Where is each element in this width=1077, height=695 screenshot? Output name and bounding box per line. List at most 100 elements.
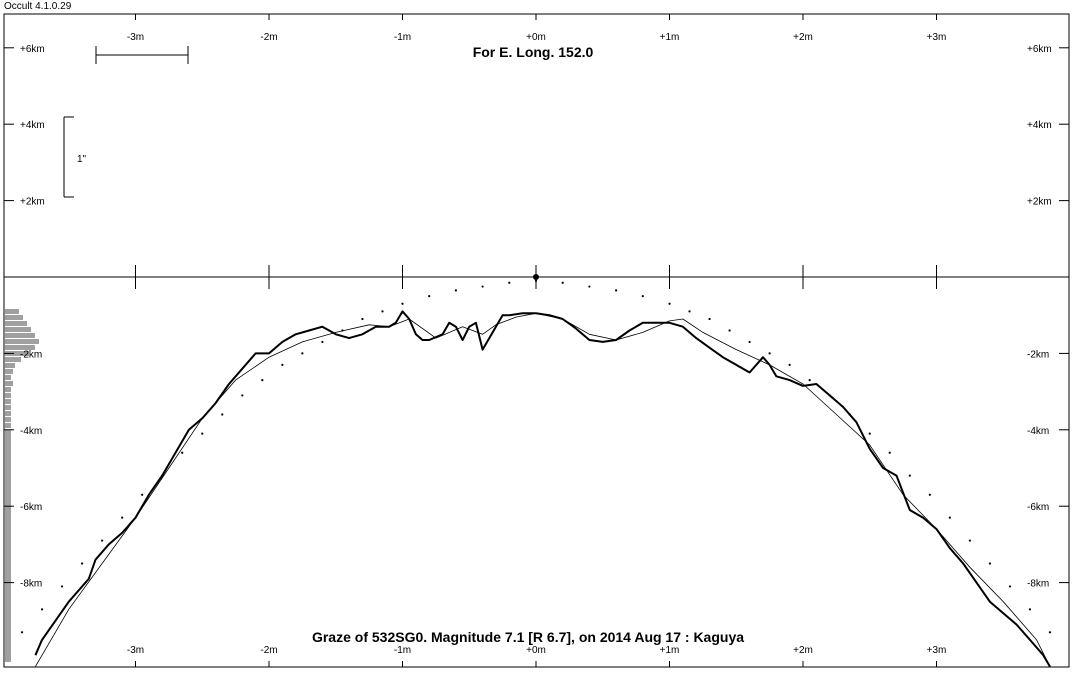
x-tick-label-bottom: +2m: [793, 645, 813, 656]
limb-dot: [221, 413, 224, 416]
x-tick-label-top: -1m: [394, 32, 411, 43]
limb-dot: [615, 289, 618, 292]
x-tick-label-top: +1m: [660, 32, 680, 43]
limb-dot: [20, 631, 24, 634]
limb-dot: [181, 451, 184, 454]
limb-dot: [534, 279, 538, 282]
limb-dot: [688, 310, 691, 313]
limb-dot: [161, 474, 164, 477]
limb-dot: [788, 363, 791, 366]
histogram-bar: [5, 381, 13, 386]
x-tick-label-bottom: -2m: [260, 645, 277, 656]
limb-dot: [341, 329, 344, 332]
limb-dot: [968, 539, 971, 542]
x-tick-label-top: -2m: [260, 32, 277, 43]
y-tick-label-right: -6km: [1027, 502, 1049, 513]
limb-dot: [728, 329, 731, 332]
plot-frame: [3, 13, 1070, 668]
histogram-bar: [5, 393, 11, 398]
limb-dot: [1008, 585, 1012, 588]
y-tick-label-right: +4km: [1027, 120, 1052, 131]
limb-dot: [808, 379, 811, 382]
y-tick-label-left: -8km: [20, 579, 42, 590]
histogram-bar: [5, 423, 11, 428]
limb-dot: [641, 295, 644, 298]
histogram-bar: [5, 430, 11, 662]
limb-dot: [301, 352, 304, 355]
x-tick-label-bottom: +0m: [526, 645, 546, 656]
histogram-bar: [5, 369, 13, 374]
limb-dot: [988, 562, 992, 565]
histogram-bar: [5, 399, 11, 404]
y-tick-label-right: -2km: [1027, 349, 1049, 360]
limb-dot: [121, 516, 124, 519]
limb-dot: [588, 285, 591, 288]
limb-dot: [708, 317, 711, 321]
y-tick-label-right: -4km: [1027, 426, 1049, 437]
limb-dot: [40, 608, 44, 611]
limb-dot: [868, 432, 871, 435]
limb-dot: [101, 539, 104, 542]
x-tick-label-top: +0m: [526, 32, 546, 43]
x-tick-label-top: -3m: [127, 32, 144, 43]
limb-dot: [321, 340, 324, 344]
histogram-bar: [5, 405, 11, 410]
histogram-bar: [5, 339, 39, 344]
y-tick-label-left: -2km: [20, 349, 42, 360]
histogram-bar: [5, 309, 19, 314]
limb-profile-line: [34, 310, 1051, 668]
limb-dot: [848, 413, 851, 416]
histogram-bar: [5, 375, 11, 380]
limb-dot: [141, 493, 144, 496]
limb-dot: [668, 302, 671, 305]
limb-dot: [81, 562, 84, 565]
histogram-bar: [5, 387, 11, 392]
histogram-bar: [5, 351, 29, 356]
histogram-bar: [5, 315, 23, 320]
limb-dot: [261, 379, 264, 382]
y-tick-label-left: +4km: [20, 120, 45, 131]
histogram-bar: [5, 327, 31, 332]
limb-dot: [748, 340, 751, 344]
limb-dot: [948, 516, 951, 519]
scale-bar-label: 1": [77, 154, 87, 165]
histogram-bar: [5, 411, 11, 416]
center-marker: [533, 274, 539, 280]
limb-dot: [281, 363, 284, 366]
limb-dot: [1028, 608, 1032, 611]
chart-title: For E. Long. 152.0: [473, 44, 594, 60]
limb-dot: [828, 394, 831, 397]
limb-dot: [201, 432, 204, 435]
x-tick-label-bottom: +3m: [927, 645, 947, 656]
limb-dot: [428, 295, 431, 298]
y-tick-label-left: -6km: [20, 502, 42, 513]
limb-dot: [1048, 631, 1052, 634]
app-title: Occult 4.1.0.29: [4, 1, 72, 12]
y-tick-label-right: +2km: [1027, 197, 1052, 208]
limb-dot: [561, 281, 564, 284]
vertical-scale-bar: [63, 116, 74, 198]
histogram-bar: [5, 417, 11, 422]
limb-dot: [60, 585, 64, 588]
limb-dot: [381, 310, 384, 313]
limb-dot: [888, 451, 891, 454]
limb-dot: [361, 317, 364, 321]
smoothed-profile-line: [35, 312, 1051, 667]
limb-dot: [481, 285, 484, 288]
limb-dot: [454, 289, 457, 292]
y-tick-label-right: -8km: [1027, 579, 1049, 590]
limb-dot: [241, 394, 244, 397]
x-tick-label-bottom: -1m: [394, 645, 411, 656]
limb-dot: [928, 493, 931, 496]
y-tick-label-right: +6km: [1027, 44, 1052, 55]
histogram-bar: [5, 363, 15, 368]
x-tick-label-top: +3m: [927, 32, 947, 43]
limb-dot: [401, 302, 404, 305]
histogram-bar: [5, 357, 21, 362]
histogram-bar: [5, 333, 35, 338]
horizontal-scale-bar: [95, 46, 189, 64]
y-tick-label-left: -4km: [20, 426, 42, 437]
limb-dot: [908, 474, 911, 477]
histogram-bar: [5, 345, 35, 350]
